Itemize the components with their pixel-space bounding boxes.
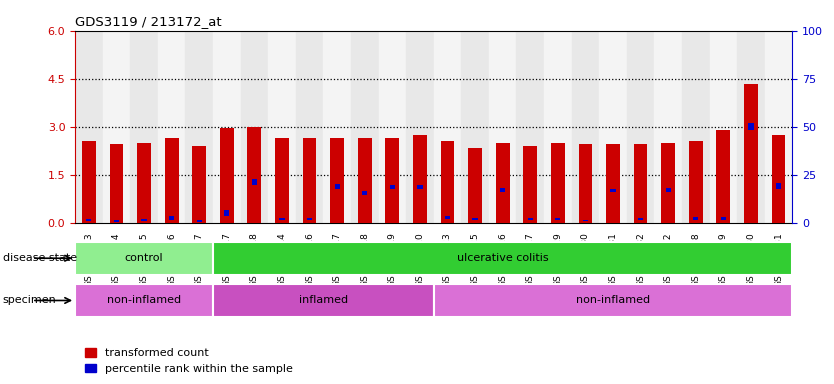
Bar [655, 31, 682, 223]
Bar [627, 31, 655, 223]
Bar [109, 144, 123, 223]
Bar [75, 284, 213, 317]
Text: specimen: specimen [3, 295, 56, 305]
Bar [213, 31, 240, 223]
Bar [776, 184, 781, 189]
Bar [82, 141, 96, 223]
Bar [358, 138, 372, 223]
Bar [571, 31, 599, 223]
Bar [434, 284, 792, 317]
Bar [528, 218, 533, 220]
Bar [771, 135, 786, 223]
Bar [165, 138, 178, 223]
Bar [252, 179, 257, 185]
Text: disease state: disease state [3, 253, 77, 263]
Text: GDS3119 / 213172_at: GDS3119 / 213172_at [75, 15, 222, 28]
Bar [330, 138, 344, 223]
Bar [240, 31, 269, 223]
Bar [334, 184, 339, 189]
Bar [362, 191, 367, 195]
Bar [269, 31, 296, 223]
Bar [721, 217, 726, 220]
Text: inflamed: inflamed [299, 295, 348, 306]
Bar [385, 138, 399, 223]
Bar [666, 189, 671, 192]
Bar [516, 31, 544, 223]
Bar [610, 189, 615, 192]
Bar [495, 143, 510, 223]
Bar [434, 31, 461, 223]
Bar [693, 217, 698, 220]
Bar [275, 138, 289, 223]
Text: non-inflamed: non-inflamed [576, 295, 650, 306]
Bar [748, 123, 754, 130]
Text: ulcerative colitis: ulcerative colitis [457, 253, 549, 263]
Bar [75, 31, 103, 223]
Bar [445, 216, 450, 219]
Bar [75, 242, 213, 275]
Bar [599, 31, 627, 223]
Bar [213, 284, 434, 317]
Bar [555, 218, 560, 220]
Bar [413, 135, 427, 223]
Bar [634, 144, 647, 223]
Bar [716, 130, 731, 223]
Bar [583, 220, 588, 222]
Bar [689, 141, 702, 223]
Bar [86, 219, 92, 222]
Bar [169, 216, 174, 220]
Bar [193, 146, 206, 223]
Bar [379, 31, 406, 223]
Bar [307, 218, 312, 220]
Bar [551, 143, 565, 223]
Bar [103, 31, 130, 223]
Bar [224, 210, 229, 216]
Bar [606, 144, 620, 223]
Bar [468, 147, 482, 223]
Bar [324, 31, 351, 223]
Bar [130, 31, 158, 223]
Bar [406, 31, 434, 223]
Bar [113, 220, 119, 222]
Bar [440, 141, 455, 223]
Bar [185, 31, 213, 223]
Bar [765, 31, 792, 223]
Bar [389, 185, 395, 189]
Bar [544, 31, 571, 223]
Bar [279, 218, 284, 220]
Bar [296, 31, 324, 223]
Bar [197, 220, 202, 222]
Bar [682, 31, 710, 223]
Bar [661, 143, 675, 223]
Bar [248, 127, 261, 223]
Bar [158, 31, 185, 223]
Bar [744, 84, 758, 223]
Bar [638, 218, 643, 220]
Bar [710, 31, 737, 223]
Bar [137, 143, 151, 223]
Bar [213, 242, 792, 275]
Bar [489, 31, 516, 223]
Legend: transformed count, percentile rank within the sample: transformed count, percentile rank withi… [81, 344, 298, 379]
Bar [303, 138, 316, 223]
Bar [579, 144, 592, 223]
Text: non-inflamed: non-inflamed [107, 295, 181, 306]
Bar [142, 219, 147, 221]
Bar [461, 31, 489, 223]
Bar [524, 146, 537, 223]
Bar [220, 128, 234, 223]
Bar [351, 31, 379, 223]
Bar [500, 187, 505, 192]
Bar [472, 218, 478, 220]
Text: control: control [125, 253, 163, 263]
Bar [417, 185, 423, 189]
Bar [737, 31, 765, 223]
